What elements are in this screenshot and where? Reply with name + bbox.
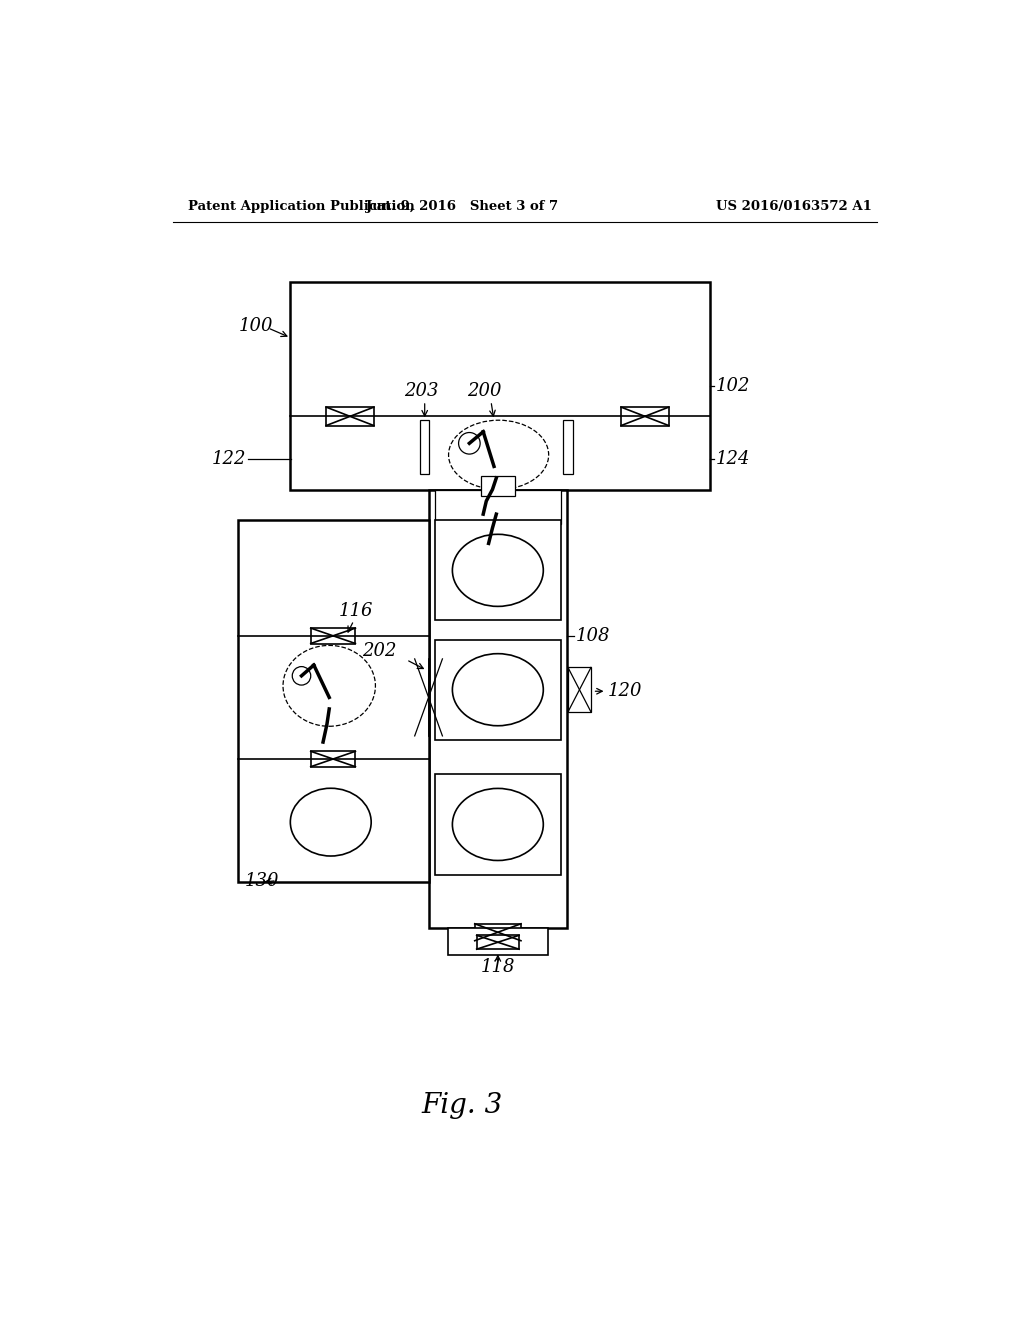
- Bar: [475, 924, 521, 941]
- Text: 130: 130: [245, 871, 279, 890]
- Bar: [310, 751, 355, 767]
- Bar: [568, 668, 591, 711]
- Text: 122: 122: [212, 450, 246, 467]
- Bar: [621, 407, 669, 425]
- Ellipse shape: [449, 420, 549, 490]
- Bar: [435, 520, 561, 620]
- Circle shape: [459, 433, 480, 454]
- Bar: [435, 775, 561, 875]
- Circle shape: [292, 667, 310, 685]
- Text: Jun. 9, 2016   Sheet 3 of 7: Jun. 9, 2016 Sheet 3 of 7: [366, 199, 558, 213]
- Ellipse shape: [283, 645, 376, 726]
- Bar: [326, 407, 374, 425]
- Text: 203: 203: [404, 381, 439, 400]
- Bar: [481, 477, 515, 496]
- Bar: [477, 936, 519, 949]
- Ellipse shape: [453, 653, 544, 726]
- Ellipse shape: [453, 535, 544, 606]
- Bar: [563, 420, 572, 474]
- Bar: [435, 640, 561, 739]
- Text: 124: 124: [716, 450, 751, 467]
- Text: 120: 120: [608, 682, 642, 700]
- Text: 200: 200: [468, 381, 502, 400]
- Text: Patent Application Publication: Patent Application Publication: [188, 199, 415, 213]
- Bar: [420, 420, 429, 474]
- Bar: [429, 490, 567, 928]
- Text: 202: 202: [361, 643, 396, 660]
- Bar: [447, 928, 548, 956]
- Text: 116: 116: [339, 602, 373, 620]
- Bar: [239, 520, 429, 882]
- Text: 100: 100: [239, 317, 272, 335]
- Bar: [290, 281, 710, 490]
- Bar: [310, 628, 355, 644]
- Ellipse shape: [291, 788, 371, 857]
- Text: 102: 102: [716, 376, 751, 395]
- Text: 118: 118: [480, 958, 515, 975]
- Text: US 2016/0163572 A1: US 2016/0163572 A1: [716, 199, 871, 213]
- Text: Fig. 3: Fig. 3: [421, 1092, 503, 1119]
- Bar: [435, 490, 561, 524]
- Ellipse shape: [453, 788, 544, 861]
- Text: 108: 108: [575, 627, 610, 644]
